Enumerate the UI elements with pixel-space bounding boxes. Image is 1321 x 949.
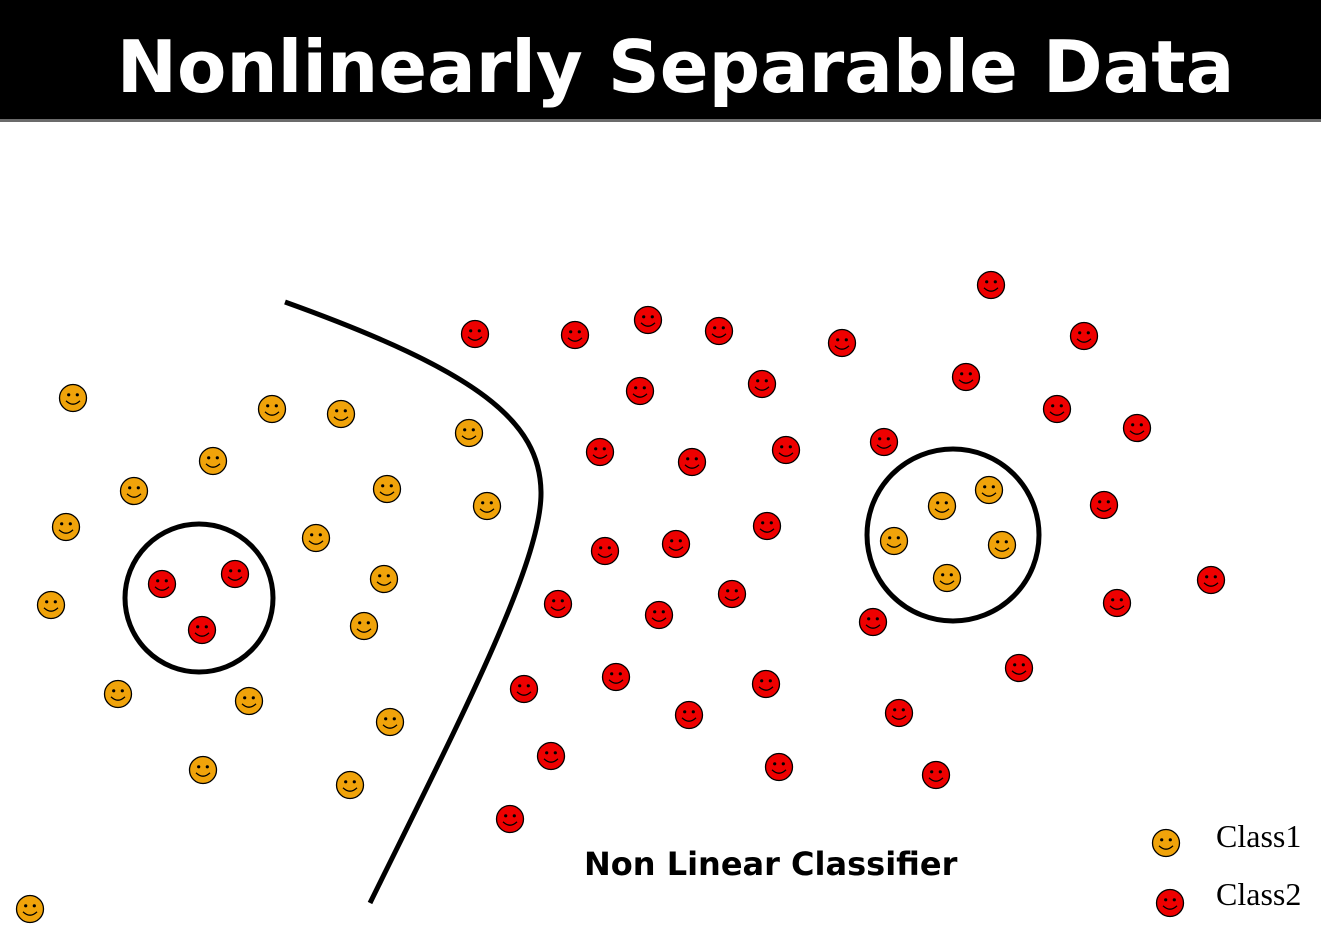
class2-smiley-face-icon: [1089, 490, 1119, 520]
class1-smiley-face-icon: [15, 894, 45, 924]
class2-smiley-face-icon: [1042, 394, 1072, 424]
class2-smiley-face-icon: [644, 600, 674, 630]
class2-smiley-face-icon: [771, 435, 801, 465]
class2-smiley-face-icon: [1004, 653, 1034, 683]
class1-smiley-face-icon: [234, 686, 264, 716]
legend: [1151, 828, 1185, 918]
legend-label-class1: Class1: [1216, 818, 1302, 854]
class2-smiley-face-icon: [1196, 565, 1226, 595]
class1-smiley-face-icon: [987, 530, 1017, 560]
class2-smiley-face-icon: [704, 316, 734, 346]
class2-smiley-face-icon: [1102, 588, 1132, 618]
class1-smiley-face-icon: [472, 491, 502, 521]
class2-smiley-face-icon: [187, 615, 217, 645]
class2-smiley-face-icon: [536, 741, 566, 771]
class1-smiley-face-icon: [198, 446, 228, 476]
legend-label-class2: Class2: [1216, 876, 1302, 912]
class2-smiley-face-icon: [495, 804, 525, 834]
class1-smiley-face-icon: [932, 563, 962, 593]
class2-smiley-face-icon: [509, 674, 539, 704]
class2-smiley-face-icon: [590, 536, 620, 566]
class2-smiley-face-icon: [921, 760, 951, 790]
class1-smiley-face-icon: [58, 383, 88, 413]
class1-smiley-face-icon: [369, 564, 399, 594]
right-boundary-circle: [864, 446, 1042, 624]
class1-smiley-face-icon: [51, 512, 81, 542]
class2-smiley-face-icon: [1122, 413, 1152, 443]
class1-smiley-face-icon: [974, 475, 1004, 505]
class2-smiley-face-icon: [625, 376, 655, 406]
left-boundary-circle: [122, 521, 276, 675]
class2-smiley-face-icon: [460, 319, 490, 349]
class2-smiley-face-icon: [661, 529, 691, 559]
class2-smiley-face-icon: [858, 607, 888, 637]
class2-smiley-face-icon: [674, 700, 704, 730]
title-bar: Nonlinearly Separable Data: [0, 0, 1321, 122]
page-title: Nonlinearly Separable Data: [116, 25, 1235, 109]
class1-smiley-face-icon: [119, 476, 149, 506]
class1-smiley-face-icon: [257, 394, 287, 424]
class2-smiley-face-icon: [827, 328, 857, 358]
class1-smiley-face-icon: [326, 399, 356, 429]
class2-smiley-face-icon: [677, 447, 707, 477]
class1-smiley-face-icon: [301, 523, 331, 553]
class2-smiley-face-icon: [601, 662, 631, 692]
class2-smiley-face-icon: [543, 589, 573, 619]
class1-smiley-face-icon: [879, 526, 909, 556]
class2-smiley-face-icon: [585, 437, 615, 467]
class1-smiley-face-icon: [103, 679, 133, 709]
class2-points: [147, 270, 1226, 834]
class2-smiley-face-icon: [951, 362, 981, 392]
decision-boundary-curve: [284, 299, 544, 905]
class2-smiley-face-icon: [220, 559, 250, 589]
class1-smiley-face-icon: [375, 707, 405, 737]
class1-smiley-face-icon: [349, 611, 379, 641]
class1-smiley-face-icon: [372, 474, 402, 504]
class2-smiley-face-icon: [633, 305, 663, 335]
class2-smiley-face-icon: [560, 320, 590, 350]
class2-smiley-face-icon: [751, 669, 781, 699]
class1-smiley-face-icon: [927, 491, 957, 521]
class2-smiley-face-icon: [752, 511, 782, 541]
legend-class1-smiley-face-icon: [1151, 828, 1181, 858]
class2-smiley-face-icon: [747, 369, 777, 399]
class2-smiley-face-icon: [147, 569, 177, 599]
class1-smiley-face-icon: [335, 770, 365, 800]
class2-smiley-face-icon: [976, 270, 1006, 300]
class2-smiley-face-icon: [869, 427, 899, 457]
class2-smiley-face-icon: [884, 698, 914, 728]
class2-smiley-face-icon: [764, 752, 794, 782]
class2-smiley-face-icon: [717, 579, 747, 609]
class1-smiley-face-icon: [36, 590, 66, 620]
class1-smiley-face-icon: [188, 755, 218, 785]
class1-smiley-face-icon: [454, 418, 484, 448]
class1-points: [15, 383, 1017, 924]
class2-smiley-face-icon: [1069, 321, 1099, 351]
classifier-label: Non Linear Classifier: [584, 845, 958, 883]
legend-class2-smiley-face-icon: [1155, 888, 1185, 918]
